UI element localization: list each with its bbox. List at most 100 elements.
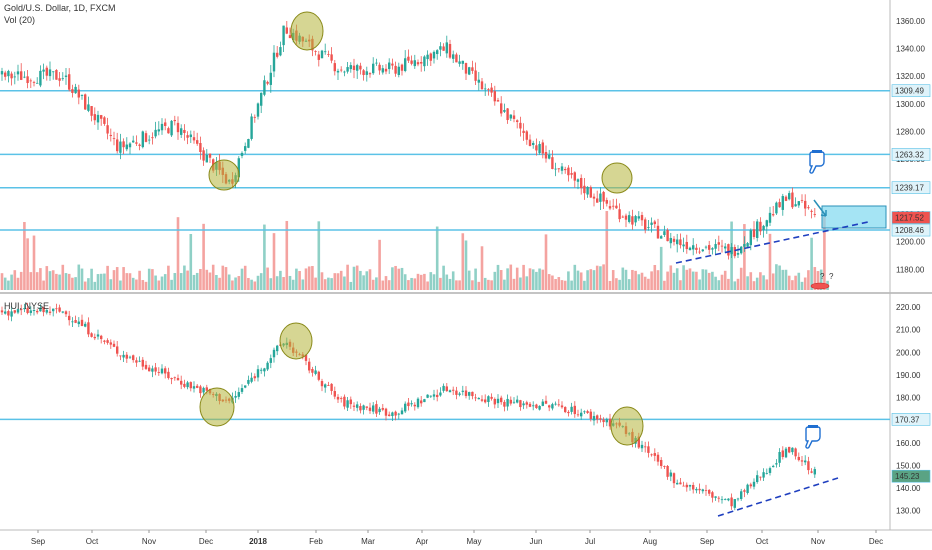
volume-bar bbox=[666, 271, 669, 290]
hui-candle bbox=[7, 311, 10, 316]
gold-candle bbox=[474, 70, 477, 81]
gold-candle bbox=[317, 54, 320, 60]
volume-bar bbox=[83, 281, 87, 290]
volume-bar bbox=[391, 267, 394, 290]
gold-candle bbox=[784, 196, 788, 201]
volume-bar bbox=[215, 274, 218, 290]
hui-candle bbox=[388, 414, 391, 417]
gold-candle bbox=[93, 114, 96, 121]
hui-candle bbox=[77, 321, 80, 325]
volume-bar bbox=[295, 268, 298, 290]
volume-bar bbox=[128, 273, 132, 290]
volume-bar bbox=[144, 281, 148, 290]
gold-candle bbox=[192, 137, 196, 141]
volume-bar bbox=[823, 216, 826, 290]
gold-candle bbox=[720, 245, 724, 247]
gold-candle bbox=[464, 63, 468, 74]
volume-bar bbox=[496, 264, 500, 290]
hui-candle bbox=[794, 448, 797, 457]
volume-bar bbox=[499, 270, 503, 290]
hui-candle bbox=[599, 418, 602, 420]
hui-candle bbox=[263, 368, 266, 372]
volume-bar bbox=[759, 272, 762, 290]
gold-level-badge: 1239.17 bbox=[895, 184, 924, 193]
hui-candle bbox=[474, 397, 477, 399]
volume-bar bbox=[624, 269, 628, 290]
gold-candle bbox=[410, 60, 413, 64]
hui-candle bbox=[576, 414, 580, 416]
gold-candle bbox=[407, 56, 410, 61]
gold-y-tick: 1320.00 bbox=[896, 72, 925, 81]
hui-candle bbox=[477, 398, 480, 400]
gold-candle bbox=[0, 71, 4, 75]
gold-candle bbox=[320, 50, 324, 59]
hui-candle bbox=[42, 307, 45, 313]
gold-candle bbox=[765, 220, 768, 227]
volume-bar bbox=[19, 271, 23, 290]
hui-candle bbox=[330, 383, 333, 391]
gold-candle bbox=[538, 143, 541, 154]
volume-bar bbox=[506, 268, 509, 290]
gold-candle bbox=[343, 71, 346, 73]
gold-candle bbox=[77, 89, 80, 98]
hui-candle bbox=[791, 447, 794, 453]
gold-candle bbox=[106, 125, 109, 134]
gold-candle bbox=[74, 86, 77, 94]
volume-bar bbox=[800, 281, 804, 290]
hui-y-tick: 140.00 bbox=[896, 484, 921, 493]
gold-candle bbox=[448, 43, 452, 58]
volume-bar bbox=[234, 277, 237, 290]
gold-candle bbox=[138, 144, 141, 146]
gold-candle bbox=[599, 193, 602, 202]
volume-bar bbox=[551, 275, 554, 290]
gold-candle bbox=[346, 67, 349, 72]
hui-candle bbox=[464, 390, 468, 397]
hui-candle bbox=[20, 308, 23, 310]
hui-candle bbox=[0, 310, 4, 313]
volume-bar bbox=[768, 233, 772, 290]
gold-candle bbox=[768, 212, 772, 223]
gold-candle bbox=[621, 216, 624, 218]
gold-candle bbox=[605, 200, 608, 204]
hui-candle bbox=[781, 450, 784, 457]
gold-candle bbox=[615, 205, 618, 209]
gold-candle bbox=[250, 116, 253, 139]
volume-bar bbox=[813, 267, 817, 290]
volume-bar bbox=[352, 266, 356, 290]
volume-bar bbox=[608, 280, 612, 290]
gold-candle bbox=[496, 100, 500, 102]
gold-candle bbox=[112, 138, 116, 140]
hui-candle bbox=[512, 401, 516, 403]
hui-candle bbox=[800, 460, 804, 462]
volume-bar bbox=[282, 277, 285, 290]
hui-candle bbox=[125, 354, 128, 359]
gold-candle bbox=[570, 173, 573, 175]
gold-y-tick: 1280.00 bbox=[896, 127, 925, 136]
volume-bar bbox=[586, 270, 589, 290]
hui-y-tick: 180.00 bbox=[896, 394, 921, 403]
volume-bar bbox=[554, 279, 557, 290]
hui-candle bbox=[653, 453, 656, 456]
hui-candle bbox=[471, 391, 474, 397]
hui-candle bbox=[362, 405, 365, 410]
gold-candle bbox=[48, 69, 52, 77]
gold-candle bbox=[672, 238, 676, 242]
gold-candle bbox=[208, 153, 212, 158]
volume-bar bbox=[736, 278, 740, 290]
gold-candle bbox=[519, 122, 522, 129]
gold-candle bbox=[612, 205, 615, 207]
hui-candle bbox=[16, 309, 20, 313]
hui-candle bbox=[368, 407, 372, 411]
hui-candle bbox=[788, 446, 791, 453]
gold-candle bbox=[189, 134, 192, 138]
volume-bar bbox=[218, 277, 221, 290]
hui-candle bbox=[442, 385, 445, 391]
gold-candle bbox=[487, 89, 490, 90]
highlight-circle bbox=[199, 387, 235, 427]
gold-candle bbox=[381, 68, 384, 73]
gold-candle bbox=[336, 70, 340, 73]
hui-candle bbox=[378, 408, 381, 413]
gold-candle bbox=[733, 247, 736, 257]
hui-candle bbox=[308, 361, 311, 371]
